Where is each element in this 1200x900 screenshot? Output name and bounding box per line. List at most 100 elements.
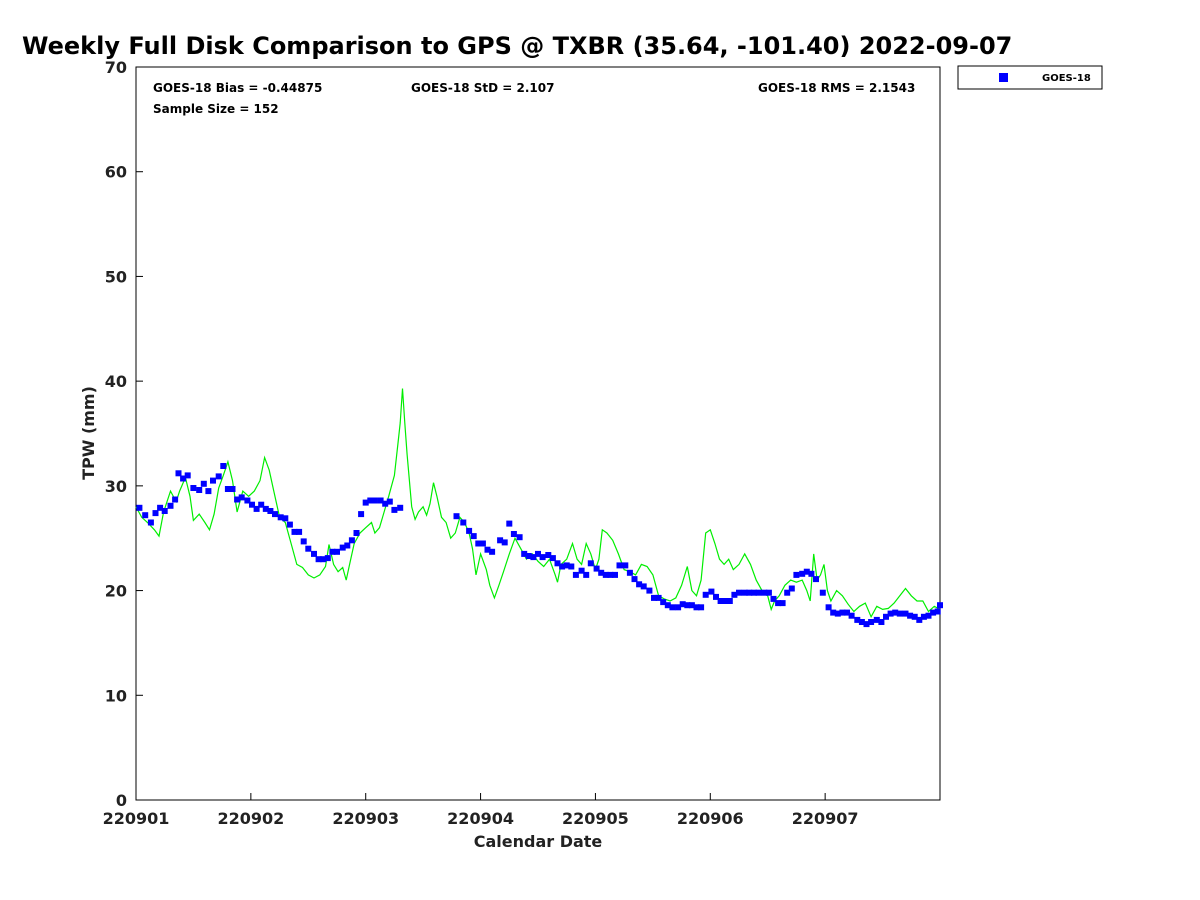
sample-size-stat: Sample Size = 152 (153, 102, 279, 116)
goes-18-point (377, 497, 384, 504)
goes-18-point (382, 500, 389, 507)
goes-18-point (210, 477, 216, 484)
goes-18-point (660, 599, 667, 606)
goes-18-point (622, 562, 629, 569)
goes-18-point (646, 587, 653, 594)
goes-18-point (736, 589, 742, 596)
goes-18-point (244, 497, 251, 504)
goes-18-point (750, 589, 757, 596)
goes-18-point (272, 511, 278, 518)
y-tick-label: 70 (105, 58, 127, 77)
goes-18-point (834, 610, 841, 617)
goes-18-point (497, 537, 504, 544)
goes-18-point (460, 519, 467, 526)
goes-18-point (300, 538, 307, 545)
goes-18-point (775, 600, 782, 607)
x-tick-label: 220906 (677, 809, 744, 828)
goes-18-point (612, 571, 618, 578)
goes-18-point (726, 598, 733, 604)
goes-18-point (277, 514, 284, 521)
goes-18-point (698, 604, 705, 611)
gps-series (135, 388, 941, 619)
goes-18-point (344, 542, 351, 549)
goes-18-point (215, 473, 222, 480)
goes-18-point (830, 609, 837, 616)
goes-18-point (258, 501, 265, 508)
goes-18-point (167, 502, 174, 509)
goes-18-point (669, 604, 676, 611)
goes-18-point (371, 497, 378, 504)
goes-18-point (803, 568, 810, 575)
goes-18-point (779, 600, 786, 607)
goes-18-point (578, 567, 585, 574)
goes-18-point (136, 504, 143, 511)
goes-18-point (516, 534, 523, 541)
goes-18-point (587, 560, 594, 567)
goes-18-point (453, 513, 460, 520)
goes-18-point (470, 533, 477, 540)
goes-18-point (348, 537, 355, 544)
legend-box (957, 65, 1103, 90)
goes-18-point (731, 591, 738, 598)
goes-18-point (190, 485, 197, 491)
goes-18-point (793, 571, 800, 578)
goes-18-point (848, 612, 855, 619)
goes-18-point (282, 515, 289, 522)
goes-18-point (224, 486, 231, 492)
goes-18-point (655, 594, 662, 601)
goes-18-point (501, 539, 508, 546)
goes-18-point (664, 602, 671, 609)
goes-18-point (858, 619, 865, 625)
goes-18-point (675, 604, 682, 611)
goes-18-point (339, 544, 346, 551)
legend: GOES-18 (957, 65, 1103, 90)
goes-18-point (583, 571, 590, 578)
y-tick-label: 0 (116, 791, 127, 810)
y-axis-label: TPW (mm) (79, 386, 98, 480)
goes-18-point (484, 546, 491, 553)
goes-18-point (844, 609, 850, 616)
goes-18-point (702, 591, 709, 598)
goes-18-point (311, 550, 317, 557)
goes-18-point (925, 612, 932, 619)
x-axis: 220901 220902 220903 220904 220905 220906 2209… (103, 793, 859, 828)
std-stat: GOES-18 StD = 2.107 (411, 81, 554, 95)
goes-18-point (819, 589, 826, 596)
goes-18-point (799, 570, 806, 577)
goes-18-point (397, 504, 404, 511)
goes-18-point (607, 571, 614, 578)
goes-18-point (902, 610, 909, 617)
goes-18-point (593, 565, 600, 572)
goes-18-point (234, 496, 241, 503)
goes-18-point (765, 589, 772, 596)
goes-18-point (863, 621, 870, 628)
goes-18-point (896, 610, 903, 617)
goes-18-point (286, 521, 293, 528)
goes-18-point (559, 563, 566, 570)
goes-18-point (813, 576, 819, 583)
goes-18-point (907, 612, 914, 619)
goes-18-point (679, 601, 686, 608)
goes-18-point (878, 619, 885, 625)
chart-title: Weekly Full Disk Comparison to GPS @ TXB… (22, 32, 1012, 60)
goes-18-point (253, 505, 260, 512)
goes-18-point (788, 585, 795, 592)
legend-label-goes-18: GOES-18 (1042, 73, 1091, 84)
goes-18-point (784, 589, 791, 596)
y-tick-label: 30 (105, 477, 127, 496)
goes-18-point (334, 548, 340, 555)
x-tick-label: 220905 (562, 809, 629, 828)
goes-18-point (175, 470, 182, 477)
plot-area (135, 66, 941, 801)
y-tick-label: 10 (105, 686, 127, 705)
goes-18-point (324, 555, 331, 562)
goes-18-point (358, 511, 365, 518)
goes-18-point (238, 494, 245, 501)
goes-18-point (693, 604, 700, 611)
goes-18-point (229, 486, 236, 492)
goes-18-point (572, 571, 579, 578)
goes-18-point (920, 613, 927, 620)
goes-18-point (305, 545, 312, 552)
bias-stat: GOES-18 Bias = -0.44875 (153, 81, 322, 95)
